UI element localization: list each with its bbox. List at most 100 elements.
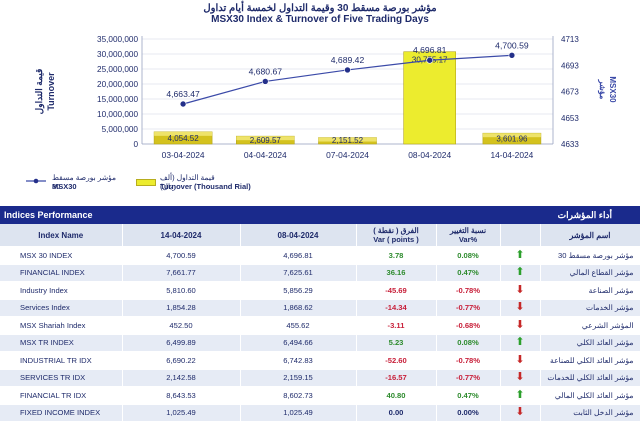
arrow-down-icon: ⬇ [515,301,525,314]
col-index-name: Index Name [0,224,123,247]
cell-index-name: Services Index [0,299,123,317]
left-axis-tick-label: 10,000,000 [97,110,138,119]
cell-var-points: 0.00 [356,404,437,422]
cell-var-pct: 0.08% [436,246,501,265]
line-data-label: 4,680.67 [249,66,283,76]
arrow-down-icon: ⬇ [515,406,525,419]
cell-value-date-1: 452.50 [122,316,241,335]
cell-index-name-ar: المؤشر الشرعي [540,316,640,335]
cell-direction: ⬇ [500,351,541,370]
cell-value-date-2: 5,856.29 [240,281,357,300]
cell-value-date-2: 1,025.49 [240,404,357,422]
cell-var-pct: -0.78% [436,281,501,300]
cell-value-date-1: 7,661.77 [122,264,241,282]
cell-index-name-ar: مؤشر العائد الكلي للخدمات [540,369,640,387]
col-var-points-ar: الفرق ( نقطة ) [373,226,419,235]
cell-var-pct: -0.78% [436,351,501,370]
col-var-points: الفرق ( نقطة ) Var ( points ) [356,224,437,247]
cell-direction: ⬆ [500,246,541,265]
cell-index-name-ar: مؤشر القطاع المالي [540,264,640,282]
cell-direction: ⬆ [500,386,541,405]
table-row: MSX TR INDEX 6,499.89 6,494.66 5.23 0.08% ⬆ مؤ… [0,334,640,352]
right-axis-title-arabic: مؤشر [597,79,607,100]
cell-direction: ⬇ [500,281,541,300]
x-axis-tick-label: 08-04-2024 [408,150,451,160]
cell-var-pct: -0.77% [436,369,501,387]
cell-index-name-ar: مؤشر الخدمات [540,299,640,317]
line-data-label: 4,700.59 [495,40,529,50]
cell-direction: ⬆ [500,264,541,282]
cell-value-date-1: 1,025.49 [122,404,241,422]
x-axis-tick-label: 07-04-2024 [326,150,369,160]
right-axis-tick-label: 4633 [561,140,579,149]
cell-var-pct: 0.08% [436,334,501,352]
col-var-points-en: Var ( points ) [373,235,419,244]
cell-value-date-2: 455.62 [240,316,357,335]
line-point [179,100,187,108]
col-date-1: 14-04-2024 [122,224,241,247]
cell-index-name: FINANCIAL INDEX [0,264,123,282]
line-point [426,56,434,64]
cell-index-name-ar: مؤشر الصناعة [540,281,640,300]
cell-value-date-1: 2,142.58 [122,369,241,387]
cell-value-date-1: 1,854.28 [122,299,241,317]
cell-index-name-ar: مؤشر العائد الكلي للصناعة [540,351,640,370]
arrow-up-icon: ⬆ [515,336,525,349]
col-var-pct-en: Var% [458,235,478,244]
legend-bar-label-ar: قيمة التداول (ألف ريال) [160,173,215,191]
cell-value-date-2: 4,696.81 [240,246,357,265]
indices-performance-table: Indices Performance أداء المؤشرات Index … [0,206,640,423]
arrow-down-icon: ⬇ [515,353,525,366]
col-date-2: 08-04-2024 [240,224,357,247]
right-axis-tick-label: 4653 [561,114,579,123]
cell-var-pct: 0.47% [436,386,501,405]
table-row: FIXED INCOME INDEX 1,025.49 1,025.49 0.00 0.… [0,404,640,422]
cell-var-pct: 0.47% [436,264,501,282]
x-axis-tick-label: 14-04-2024 [490,150,533,160]
col-var-pct: نسبة التغيير Var% [436,224,501,247]
line-data-label: 4,689.42 [331,55,365,65]
line-point [508,51,516,59]
legend-bar-label: Turnover (Thousand Rial) [160,182,251,191]
cell-index-name: FINANCIAL TR IDX [0,386,123,405]
bar-top-highlight [318,137,377,142]
legend-line-swatch [26,178,46,184]
line-point [261,78,269,85]
cell-value-date-1: 6,499.89 [122,334,241,352]
x-axis-tick-label: 04-04-2024 [244,150,287,160]
table-row: Services Index 1,854.28 1,868.62 -14.34 -0.7… [0,299,640,317]
cell-index-name: INDUSTRIAL TR IDX [0,351,123,370]
table-row: Industry Index 5,810.60 5,856.29 -45.69 -0.7… [0,281,640,300]
cell-direction: ⬇ [500,316,541,335]
cell-index-name: SERVICES TR IDX [0,369,123,387]
bar [403,51,457,145]
bar-top-highlight [482,133,541,138]
bar-data-label: 4,054.52 [168,134,200,143]
cell-var-points: 36.16 [356,264,437,282]
table-title-arabic: أداء المؤشرات [557,210,612,220]
left-axis-title-arabic: قيمة التداول [34,69,45,115]
cell-var-points: -3.11 [356,316,437,335]
cell-index-name: FIXED INCOME INDEX [0,404,123,422]
cell-value-date-2: 1,868.62 [240,299,357,317]
cell-index-name: MSX 30 INDEX [0,246,123,265]
table-row: MSX Shariah Index 452.50 455.62 -3.11 -0.68%… [0,316,640,335]
cell-var-points: -45.69 [356,281,437,300]
left-axis-tick-label: 15,000,000 [97,95,138,104]
legend-bar-swatch [136,179,156,186]
cell-value-date-2: 8,602.73 [240,386,357,405]
cell-index-name: Industry Index [0,281,123,300]
line-data-label: 4,696.81 [413,45,447,55]
cell-var-points: -16.57 [356,369,437,387]
arrow-up-icon: ⬆ [515,388,525,401]
combo-chart: 0 5,000,000 10,000,000 15,000,000 20,000,000… [34,35,617,160]
cell-value-date-1: 6,690.22 [122,351,241,370]
left-axis-tick-label: 0 [133,140,138,149]
line-point [344,66,351,74]
left-axis-tick-label: 25,000,000 [97,65,138,74]
cell-index-name: MSX TR INDEX [0,334,123,352]
cell-value-date-2: 2,159.15 [240,369,357,387]
cell-var-points: -14.34 [356,299,437,317]
arrow-up-icon: ⬆ [515,248,525,261]
col-var-pct-ar: نسبة التغيير [449,226,487,235]
